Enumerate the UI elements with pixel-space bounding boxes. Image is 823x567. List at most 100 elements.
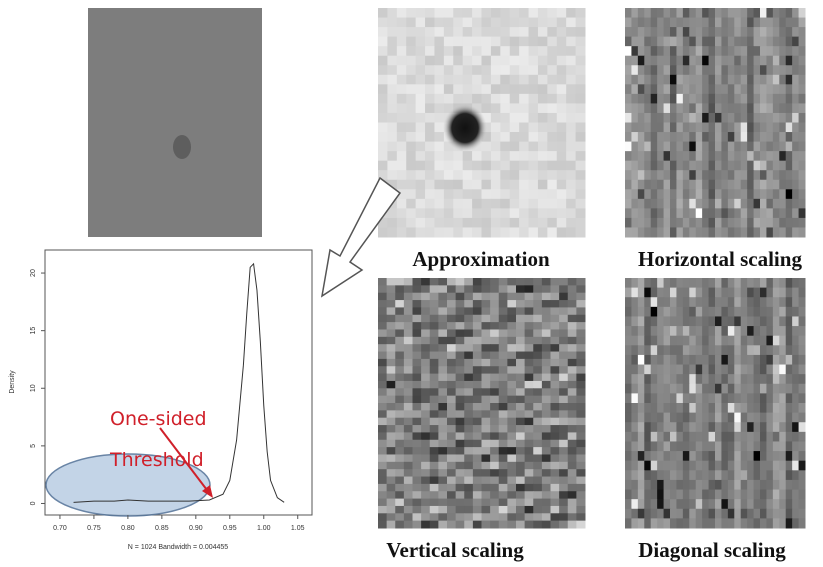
- pixel: [430, 285, 439, 293]
- pixel: [696, 56, 703, 66]
- pixel: [568, 513, 577, 521]
- pixel: [557, 189, 567, 199]
- pixel: [456, 432, 465, 440]
- pixel: [792, 518, 799, 528]
- pixel: [670, 227, 677, 237]
- pixel: [747, 490, 754, 500]
- pixel: [576, 123, 586, 133]
- pixel: [741, 103, 748, 113]
- pixel: [754, 403, 761, 413]
- pixel: [447, 396, 456, 404]
- pixel: [434, 199, 444, 209]
- pixel: [430, 337, 439, 345]
- pixel: [507, 462, 516, 470]
- pixel: [702, 297, 709, 307]
- pixel: [625, 56, 632, 66]
- pixel: [499, 440, 508, 448]
- pixel: [766, 208, 773, 218]
- pixel: [683, 316, 690, 326]
- pixel: [664, 326, 671, 336]
- input-image: [88, 8, 262, 237]
- pixel: [754, 199, 761, 209]
- pixel: [559, 381, 568, 389]
- pixel: [702, 113, 709, 123]
- pixel: [664, 123, 671, 133]
- pixel: [747, 94, 754, 104]
- pixel: [670, 422, 677, 432]
- pixel: [491, 18, 501, 28]
- pixel: [397, 161, 407, 171]
- pixel: [799, 393, 806, 403]
- pixel: [638, 345, 645, 355]
- pixel: [676, 432, 683, 442]
- pixel: [472, 227, 482, 237]
- pixel: [709, 480, 716, 490]
- pixel: [378, 374, 387, 382]
- pixel: [689, 170, 696, 180]
- pixel: [576, 418, 585, 426]
- pixel: [472, 180, 482, 190]
- pixel: [728, 103, 735, 113]
- pixel: [670, 161, 677, 171]
- pixel: [631, 18, 638, 28]
- pixel: [792, 132, 799, 142]
- pixel: [500, 132, 510, 142]
- pixel: [378, 521, 387, 529]
- pixel: [792, 123, 799, 133]
- pixel: [799, 374, 806, 384]
- pixel: [482, 432, 491, 440]
- pixel: [734, 46, 741, 56]
- pixel: [378, 352, 387, 360]
- pixel: [507, 403, 516, 411]
- pixel: [447, 374, 456, 382]
- pixel: [779, 355, 786, 365]
- pixel: [456, 396, 465, 404]
- pixel: [430, 454, 439, 462]
- pixel: [689, 499, 696, 509]
- pixel: [799, 490, 806, 500]
- pixel: [709, 355, 716, 365]
- pixel: [568, 315, 577, 323]
- pixel: [473, 403, 482, 411]
- pixel: [747, 132, 754, 142]
- pixel: [507, 322, 516, 330]
- pixel: [464, 477, 473, 485]
- pixel: [799, 345, 806, 355]
- pixel: [421, 307, 430, 315]
- pixel: [473, 521, 482, 529]
- pixel: [792, 509, 799, 519]
- pixel: [397, 113, 407, 123]
- pixel: [657, 374, 664, 384]
- pixel: [721, 413, 728, 423]
- pixel: [568, 322, 577, 330]
- pixel: [779, 103, 786, 113]
- pixel: [576, 199, 586, 209]
- pixel: [542, 491, 551, 499]
- pixel: [472, 161, 482, 171]
- pixel: [734, 65, 741, 75]
- pixel: [689, 355, 696, 365]
- pixel: [760, 84, 767, 94]
- pixel: [566, 18, 576, 28]
- pixel: [709, 27, 716, 37]
- pixel: [625, 8, 632, 18]
- pixel: [378, 315, 387, 323]
- pixel: [576, 307, 585, 315]
- pixel: [507, 469, 516, 477]
- pixel: [378, 366, 387, 374]
- pixel: [786, 189, 793, 199]
- pixel: [734, 470, 741, 480]
- pixel: [507, 344, 516, 352]
- pixel: [734, 75, 741, 85]
- pixel: [395, 521, 404, 529]
- pixel: [638, 451, 645, 461]
- pixel: [473, 462, 482, 470]
- pixel: [721, 218, 728, 228]
- pixel: [754, 46, 761, 56]
- pixel: [709, 413, 716, 423]
- pixel: [551, 366, 560, 374]
- pixel: [547, 103, 557, 113]
- pixel: [728, 27, 735, 37]
- pixel: [533, 315, 542, 323]
- pixel: [464, 293, 473, 301]
